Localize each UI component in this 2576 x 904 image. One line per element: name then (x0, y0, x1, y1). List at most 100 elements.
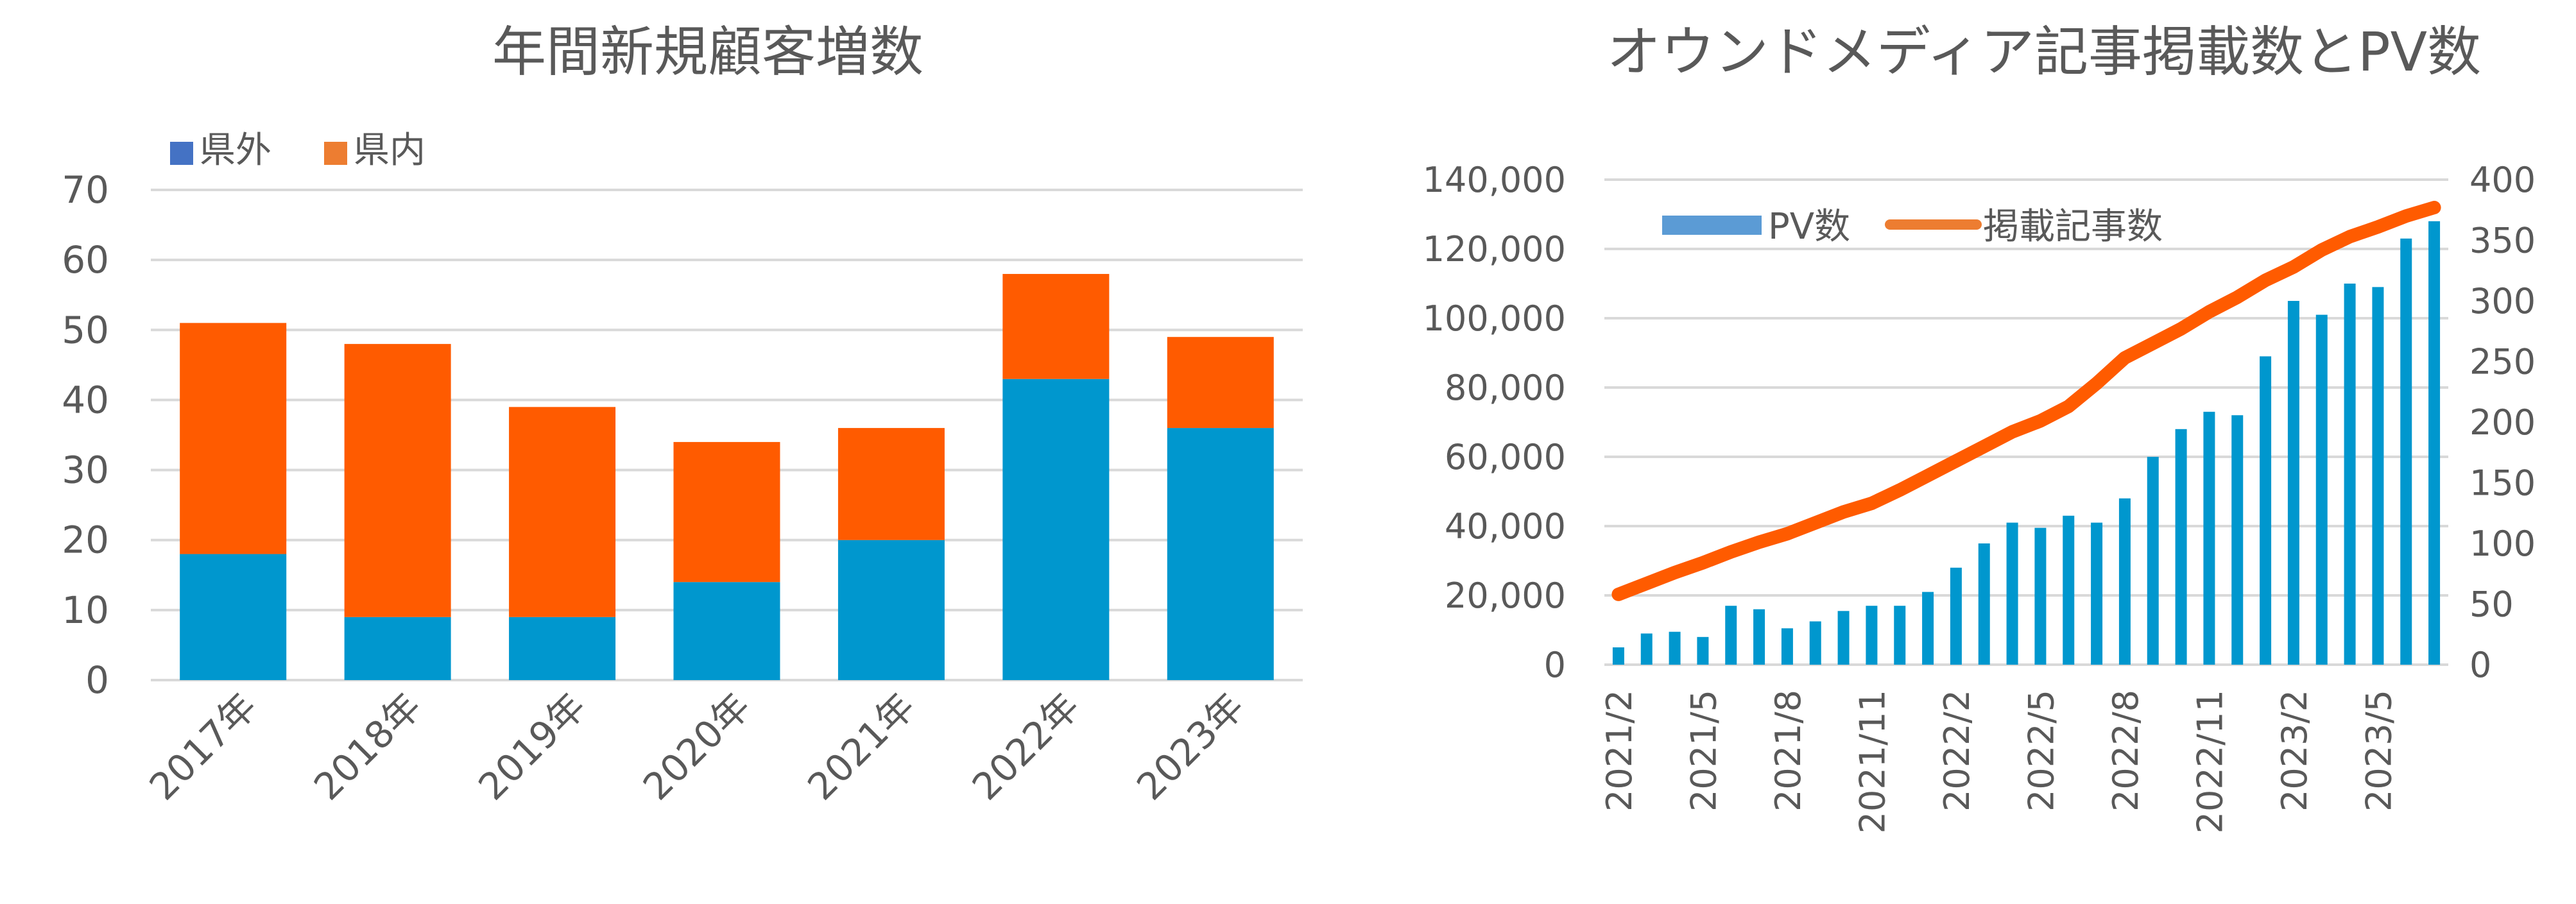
y-left-tick-label: 120,000 (1423, 229, 1566, 269)
legend-label-1: PV数 (1768, 206, 1850, 248)
pv-bar (1837, 611, 1850, 665)
pv-bar (1922, 592, 1934, 665)
bar-kengai (344, 617, 451, 680)
x-tick-label: 2018年 (305, 685, 429, 808)
pv-bar (2006, 522, 2018, 665)
y-tick-label: 10 (62, 588, 109, 632)
pv-bar (2372, 287, 2384, 665)
x-tick-label: 2017年 (141, 685, 265, 808)
pv-bar (1669, 631, 1681, 665)
y-right-tick-label: 200 (2469, 402, 2536, 443)
pv-bar (1894, 606, 1906, 665)
bar-kennai (1167, 337, 1274, 429)
y-right-tick-label: 150 (2469, 463, 2536, 504)
bar-kengai (180, 554, 287, 680)
y-left-tick-label: 140,000 (1423, 160, 1566, 200)
pv-bar (1809, 621, 1821, 665)
pv-bar (2260, 356, 2272, 665)
x-tick-label: 2020年 (635, 685, 759, 808)
pv-bar (1866, 606, 1878, 665)
bar-kennai (344, 344, 451, 617)
legend-label-2: 県内 (354, 130, 425, 171)
y-right-tick-label: 300 (2469, 281, 2536, 321)
pv-bar (2063, 515, 2075, 665)
y-tick-label: 40 (62, 378, 109, 422)
x-tick-label: 2021年 (799, 685, 923, 808)
y-right-tick-label: 50 (2469, 584, 2514, 625)
y-left-tick-label: 20,000 (1445, 576, 1566, 616)
article-count-line (1611, 201, 2441, 601)
x-tick-label: 2019年 (470, 685, 594, 808)
x-tick-label: 2023/2 (2274, 690, 2315, 812)
y-tick-label: 20 (62, 518, 109, 562)
x-tick-label: 2021/11 (1852, 690, 1893, 833)
bar-kennai (837, 428, 945, 540)
pv-bar (2400, 238, 2412, 665)
legend-swatch-2 (324, 142, 347, 165)
y-tick-label: 0 (85, 658, 109, 702)
y-tick-label: 60 (62, 238, 109, 282)
bar-kennai (1002, 273, 1110, 379)
pv-bar (2091, 522, 2103, 665)
pv-bar (1950, 567, 1962, 665)
pv-bar (2203, 411, 2215, 665)
x-tick-label: 2022/5 (2021, 690, 2061, 812)
x-tick-label: 2022年 (964, 685, 1088, 808)
y-tick-label: 50 (62, 308, 109, 352)
x-tick-label: 2022/8 (2106, 690, 2146, 812)
chart-title: オウンドメディア記事掲載数とPV数 (1607, 21, 2481, 83)
x-tick-label: 2021/2 (1599, 690, 1640, 812)
legend-label-2: 掲載記事数 (1983, 206, 2163, 248)
pv-bar (1753, 609, 1765, 665)
y-left-tick-label: 80,000 (1445, 368, 1566, 408)
pv-bar (1978, 543, 1990, 665)
bar-kengai (1167, 428, 1274, 680)
pv-bar (1612, 647, 1624, 665)
y-right-tick-label: 400 (2469, 160, 2536, 200)
y-tick-label: 30 (62, 448, 109, 492)
pv-bar (1725, 606, 1737, 665)
y-right-tick-label: 350 (2469, 221, 2536, 261)
x-tick-label: 2021/5 (1683, 690, 1724, 812)
x-tick-label: 2023年 (1128, 685, 1252, 808)
pv-bar (2287, 301, 2299, 665)
pv-bar (2231, 415, 2244, 665)
bar-kennai (180, 323, 287, 554)
pv-bar (2428, 221, 2441, 665)
bar-kennai (509, 407, 616, 617)
legend-label-1: 県外 (200, 130, 271, 171)
y-right-tick-label: 250 (2469, 342, 2536, 382)
pv-bar (1697, 636, 1709, 665)
pv-bar (2175, 429, 2187, 665)
x-tick-label: 2022/2 (1937, 690, 1977, 812)
bar-kennai (673, 441, 780, 583)
bar-kengai (509, 617, 616, 680)
pv-bar (2344, 284, 2356, 665)
y-left-tick-label: 60,000 (1445, 437, 1566, 477)
y-left-tick-label: 0 (1544, 645, 1566, 685)
legend-swatch-1 (1662, 216, 1762, 235)
bar-kengai (1002, 379, 1110, 680)
pv-bar (1781, 628, 1793, 665)
pv-bar (1640, 633, 1653, 665)
owned-media-chart: オウンドメディア記事掲載数とPV数 0 20,000 40,000 60,000 80,0… (1423, 21, 2536, 833)
x-tick-label: 2023/5 (2358, 690, 2399, 812)
pv-bar (2147, 457, 2159, 665)
pv-bar (2034, 527, 2047, 665)
y-tick-label: 70 (62, 168, 109, 212)
y-left-tick-label: 100,000 (1423, 298, 1566, 339)
y-right-tick-label: 0 (2469, 645, 2491, 685)
x-tick-label: 2022/11 (2190, 690, 2230, 833)
pv-bar (2315, 314, 2328, 665)
annual-customers-chart: 年間新規顧客増数 0 10 20 30 40 50 60 70 県外 県内 2017年 2018年 201… (62, 21, 1303, 808)
bar-kengai (673, 582, 780, 680)
legend-swatch-1 (170, 142, 193, 165)
y-left-tick-label: 40,000 (1445, 506, 1566, 547)
pv-bar (2118, 498, 2131, 665)
chart-title: 年間新規顧客増数 (492, 21, 923, 83)
bar-kengai (837, 540, 945, 680)
y-right-tick-label: 100 (2469, 524, 2536, 564)
x-tick-label: 2021/8 (1768, 690, 1808, 812)
